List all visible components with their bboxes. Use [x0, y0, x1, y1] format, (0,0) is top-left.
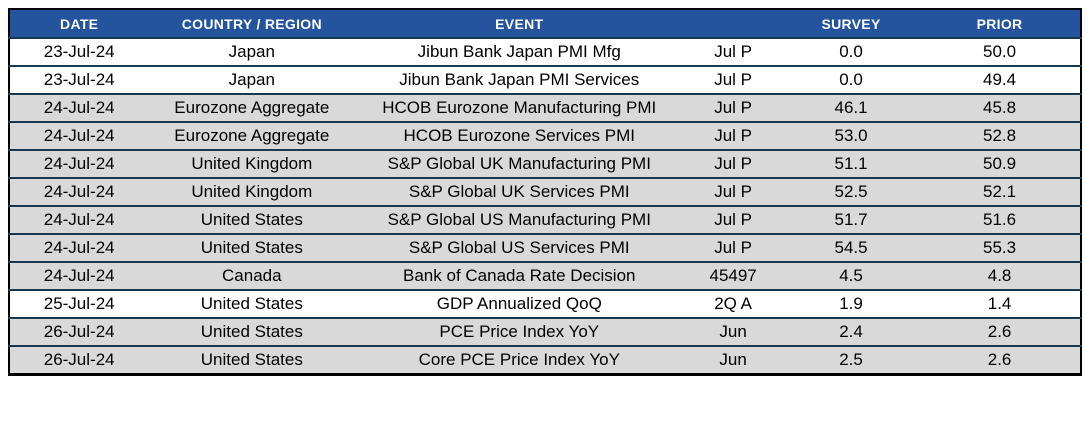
cell-period: 45497	[683, 261, 783, 290]
table-row: 23-Jul-24 Japan Jibun Bank Japan PMI Mfg Ju…	[9, 38, 1081, 66]
cell-event: Jibun Bank Japan PMI Mfg	[417, 41, 621, 61]
cell-date: 26-Jul-24	[9, 317, 149, 346]
table-row: 24-Jul-24 Eurozone Aggregate HCOB Eurozone…	[9, 121, 1081, 150]
cell-date: 24-Jul-24	[9, 149, 149, 178]
cell-country: United Kingdom	[148, 149, 356, 178]
economic-calendar-table: DATE COUNTRY / REGION EVENT SURVEY PRIOR…	[8, 8, 1082, 376]
cell-period: Jul P	[714, 41, 753, 61]
cell-date: 23-Jul-24	[43, 41, 115, 61]
cell-event: S&P Global UK Services PMI	[355, 177, 684, 206]
cell-period: Jul P	[683, 93, 783, 122]
cell-event: PCE Price Index YoY	[355, 317, 684, 346]
cell-period: Jun	[683, 345, 783, 374]
cell-period: Jul P	[683, 149, 783, 178]
cell-prior: 50.0	[983, 41, 1017, 61]
cell-prior: 51.6	[919, 205, 1081, 234]
cell-event: Jibun Bank Japan PMI Services	[355, 65, 684, 94]
cell-survey: 54.5	[782, 233, 920, 262]
cell-country: United States	[148, 317, 356, 346]
cell-country: Eurozone Aggregate	[148, 121, 356, 150]
cell-survey: 2.5	[782, 345, 920, 374]
cell-survey: 1.9	[782, 289, 920, 318]
table-row: 24-Jul-24 United Kingdom S&P Global UK Man…	[9, 149, 1081, 178]
table-row: 24-Jul-24 United States S&P Global US Serv…	[9, 233, 1081, 262]
cell-date: 24-Jul-24	[9, 93, 149, 122]
cell-prior: 49.4	[919, 65, 1081, 94]
cell-period: Jul P	[683, 233, 783, 262]
column-header-survey: SURVEY	[782, 9, 920, 39]
table-row: 25-Jul-24 United States GDP Annualized QoQ…	[9, 289, 1081, 318]
column-header-period	[683, 9, 783, 39]
cell-country: Japan	[228, 41, 275, 61]
cell-event: S&P Global US Services PMI	[355, 233, 684, 262]
cell-survey: 51.7	[782, 205, 920, 234]
cell-prior: 50.9	[919, 149, 1081, 178]
column-header-country: COUNTRY / REGION	[148, 9, 356, 39]
cell-event: S&P Global US Manufacturing PMI	[355, 205, 684, 234]
cell-event: HCOB Eurozone Services PMI	[355, 121, 684, 150]
cell-country: United States	[148, 289, 356, 318]
table-row: 26-Jul-24 United States Core PCE Price Ind…	[9, 345, 1081, 374]
cell-country: United States	[148, 205, 356, 234]
cell-country: United States	[148, 233, 356, 262]
cell-event: HCOB Eurozone Manufacturing PMI	[355, 93, 684, 122]
cell-period: Jul P	[683, 121, 783, 150]
cell-period: Jun	[683, 317, 783, 346]
column-header-event: EVENT	[355, 9, 684, 39]
cell-period: Jul P	[683, 65, 783, 94]
cell-country: United States	[148, 345, 356, 374]
cell-date: 24-Jul-24	[9, 233, 149, 262]
cell-survey: 53.0	[782, 121, 920, 150]
cell-event: S&P Global UK Manufacturing PMI	[355, 149, 684, 178]
cell-prior: 2.6	[919, 317, 1081, 346]
cell-event: Core PCE Price Index YoY	[355, 345, 684, 374]
cell-period: 2Q A	[683, 289, 783, 318]
cell-survey: 4.5	[782, 261, 920, 290]
cell-survey: 0.0	[839, 41, 863, 61]
column-header-date: DATE	[9, 9, 149, 39]
cell-date: 24-Jul-24	[9, 205, 149, 234]
cell-date: 24-Jul-24	[9, 177, 149, 206]
cell-country: United Kingdom	[148, 177, 356, 206]
cell-survey: 0.0	[782, 65, 920, 94]
table-row: 24-Jul-24 Canada Bank of Canada Rate Decis…	[9, 261, 1081, 290]
cell-survey: 52.5	[782, 177, 920, 206]
table-body: 23-Jul-24 Japan Jibun Bank Japan PMI Mfg Ju…	[9, 38, 1081, 374]
cell-date: 25-Jul-24	[9, 289, 149, 318]
cell-date: 24-Jul-24	[9, 121, 149, 150]
table-row: 24-Jul-24 United States S&P Global US Manu…	[9, 205, 1081, 234]
cell-date: 23-Jul-24	[9, 65, 149, 94]
cell-country: Eurozone Aggregate	[148, 93, 356, 122]
cell-country: Canada	[148, 261, 356, 290]
cell-survey: 46.1	[782, 93, 920, 122]
cell-period: Jul P	[683, 205, 783, 234]
table-header: DATE COUNTRY / REGION EVENT SURVEY PRIOR	[9, 9, 1081, 39]
cell-prior: 2.6	[919, 345, 1081, 374]
cell-country: Japan	[148, 65, 356, 94]
table-row: 23-Jul-24 Japan Jibun Bank Japan PMI Servi…	[9, 65, 1081, 94]
cell-survey: 51.1	[782, 149, 920, 178]
cell-prior: 1.4	[919, 289, 1081, 318]
table-row: 26-Jul-24 United States PCE Price Index Yo…	[9, 317, 1081, 346]
cell-date: 24-Jul-24	[9, 261, 149, 290]
cell-event: GDP Annualized QoQ	[355, 289, 684, 318]
economic-calendar: DATE COUNTRY / REGION EVENT SURVEY PRIOR…	[8, 8, 1082, 376]
header-row: DATE COUNTRY / REGION EVENT SURVEY PRIOR	[9, 9, 1081, 39]
cell-event: Bank of Canada Rate Decision	[355, 261, 684, 290]
table-row: 24-Jul-24 Eurozone Aggregate HCOB Eurozone…	[9, 93, 1081, 122]
cell-period: Jul P	[683, 177, 783, 206]
column-header-prior: PRIOR	[919, 9, 1081, 39]
cell-date: 26-Jul-24	[9, 345, 149, 374]
cell-prior: 52.1	[919, 177, 1081, 206]
cell-prior: 45.8	[919, 93, 1081, 122]
cell-prior: 55.3	[919, 233, 1081, 262]
table-row: 24-Jul-24 United Kingdom S&P Global UK Ser…	[9, 177, 1081, 206]
cell-survey: 2.4	[782, 317, 920, 346]
cell-prior: 52.8	[919, 121, 1081, 150]
cell-prior: 4.8	[919, 261, 1081, 290]
